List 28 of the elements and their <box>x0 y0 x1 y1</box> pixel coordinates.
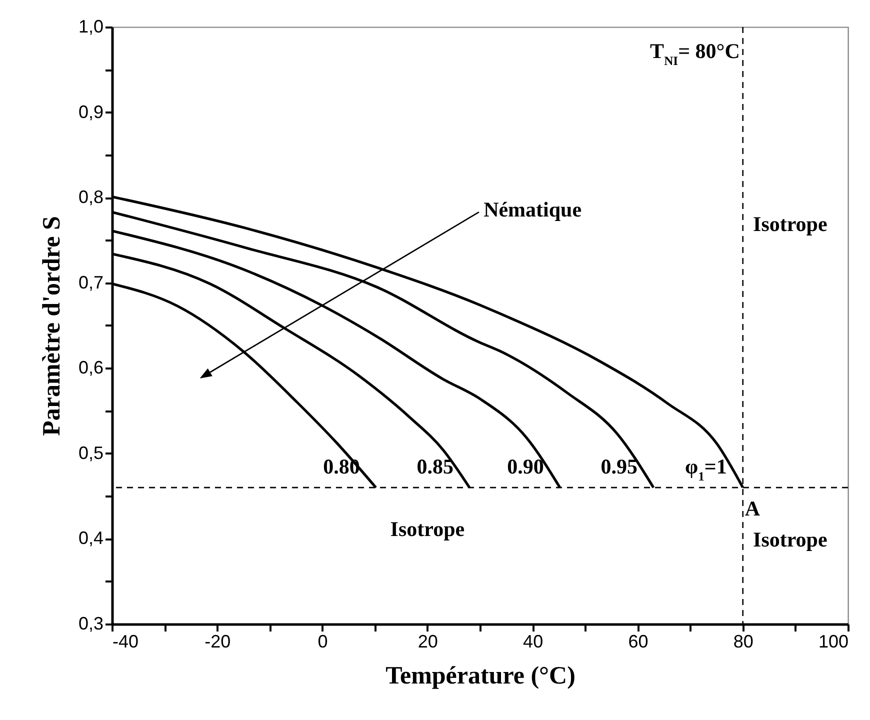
x-tick-label: 40 <box>523 632 544 652</box>
y-tick-label: 0,7 <box>78 272 104 292</box>
series-label: 0.85 <box>416 454 454 479</box>
y-tick-label: 0,3 <box>78 614 104 634</box>
annotation: Isotrope <box>753 212 828 236</box>
x-tick-label: 80 <box>733 632 754 652</box>
y-axis-title: Paramètre d'ordre S <box>38 216 66 436</box>
y-tick-label: 1,0 <box>78 16 104 36</box>
series-label: φ$_{1}$=1 <box>684 454 727 484</box>
y-tick-label: 0,6 <box>78 358 104 378</box>
y-tick-label: 0,5 <box>78 442 104 463</box>
annotation: A <box>744 496 761 521</box>
x-tick-label: -20 <box>204 632 231 652</box>
y-tick-label: 0,8 <box>78 187 104 208</box>
x-tick-label: 100 <box>818 632 848 652</box>
x-tick-label: -40 <box>112 632 139 652</box>
annotation: Isotrope <box>390 517 465 542</box>
x-axis-title: Température (°C) <box>386 662 576 690</box>
annotation: Isotrope <box>753 527 828 552</box>
series-label: 0.95 <box>600 454 638 479</box>
ref-line-label: T$_{NI}$= 80°C <box>650 39 740 68</box>
y-tick-label: 0,9 <box>78 102 104 122</box>
series-label: 0.90 <box>507 454 544 479</box>
x-tick-label: 60 <box>628 632 648 652</box>
y-tick-label: 0,4 <box>78 528 104 548</box>
x-tick-label: 20 <box>418 632 438 652</box>
x-tick-label: 0 <box>318 632 328 652</box>
annotation: Nématique <box>484 197 582 222</box>
